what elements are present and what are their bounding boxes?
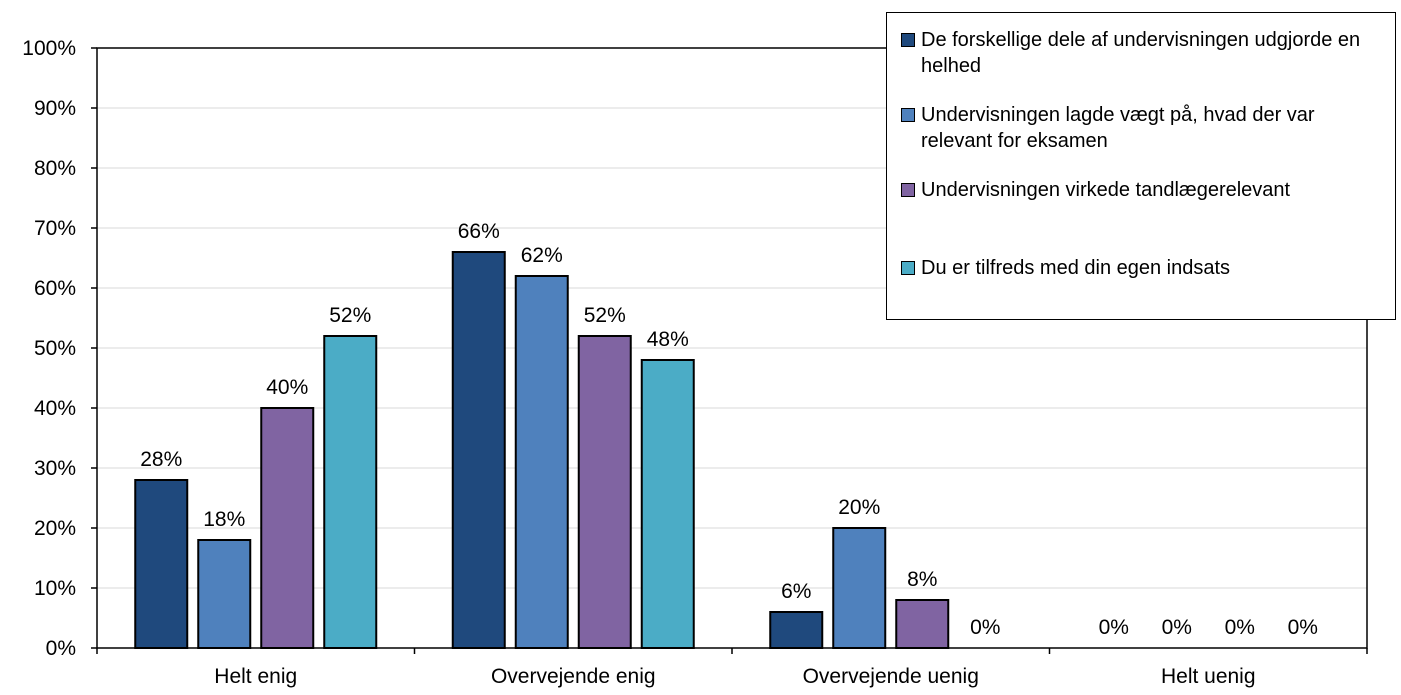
legend-swatch xyxy=(901,108,915,122)
data-label: 66% xyxy=(458,220,500,243)
data-label: 8% xyxy=(907,568,937,591)
data-label: 0% xyxy=(1099,616,1129,639)
x-tick-label: Helt uenig xyxy=(1161,665,1256,688)
legend-item: Undervisningen lagde vægt på, hvad der v… xyxy=(901,102,1381,154)
data-label: 0% xyxy=(1162,616,1192,639)
x-tick-label: Overvejende enig xyxy=(491,665,656,688)
data-label: 52% xyxy=(329,304,371,327)
x-axis-ticks: Helt enig Overvejende enig Overvejende uen… xyxy=(96,648,1368,688)
legend: De forskellige dele af undervisningen ud… xyxy=(886,12,1396,320)
bar xyxy=(577,335,632,649)
bar xyxy=(514,275,569,649)
x-tick-label: Helt enig xyxy=(214,665,297,688)
y-tick-label: 10% xyxy=(34,577,76,600)
data-label: 28% xyxy=(140,448,182,471)
legend-swatch xyxy=(901,183,915,197)
legend-item: Undervisningen virkede tandlægerelevant xyxy=(901,177,1381,203)
y-tick-label: 60% xyxy=(34,277,76,300)
bar xyxy=(134,479,189,649)
legend-label: Undervisningen virkede tandlægerelevant xyxy=(921,179,1291,201)
y-tick-label: 20% xyxy=(34,517,76,540)
y-tick-label: 40% xyxy=(34,397,76,420)
y-tick-label: 30% xyxy=(34,457,76,480)
y-axis-ticks: 0% 10% 20% 30% 40% 50% 60% 70% 80% 90% 100% xyxy=(22,37,97,660)
bar xyxy=(197,539,252,649)
data-label: 0% xyxy=(970,616,1000,639)
data-label: 6% xyxy=(781,580,811,603)
data-label: 18% xyxy=(203,508,245,531)
bar xyxy=(323,335,378,649)
legend-label: Du er tilfreds med din egen indsats xyxy=(921,257,1231,279)
y-tick-label: 80% xyxy=(34,157,76,180)
legend-item: Du er tilfreds med din egen indsats xyxy=(901,255,1381,281)
y-tick-label: 70% xyxy=(34,217,76,240)
bar xyxy=(260,407,315,649)
bar xyxy=(640,359,695,649)
data-label: 52% xyxy=(584,304,626,327)
x-tick-label: Overvejende uenig xyxy=(803,665,979,688)
y-tick-label: 100% xyxy=(22,37,76,60)
y-tick-label: 50% xyxy=(34,337,76,360)
bars xyxy=(134,251,950,649)
data-label: 20% xyxy=(838,496,880,519)
legend-label: De forskellige dele af undervisningen ud… xyxy=(921,29,1361,77)
legend-swatch xyxy=(901,33,915,47)
legend-item: De forskellige dele af undervisningen ud… xyxy=(901,27,1381,79)
bar xyxy=(769,611,824,649)
data-label: 40% xyxy=(266,376,308,399)
y-tick-label: 90% xyxy=(34,97,76,120)
bar xyxy=(832,527,887,649)
data-label: 0% xyxy=(1288,616,1318,639)
y-tick-label: 0% xyxy=(46,637,76,660)
bar xyxy=(895,599,950,649)
data-label: 48% xyxy=(647,328,689,351)
bar xyxy=(451,251,506,649)
data-label: 62% xyxy=(521,244,563,267)
data-labels: 28% 18% 40% 52% 66% 62% 52% 48% 6% 20% 8% 0% 0% 0% 0% 0… xyxy=(140,220,1318,639)
legend-swatch xyxy=(901,261,915,275)
legend-label: Undervisningen lagde vægt på, hvad der v… xyxy=(921,104,1315,152)
data-label: 0% xyxy=(1225,616,1255,639)
